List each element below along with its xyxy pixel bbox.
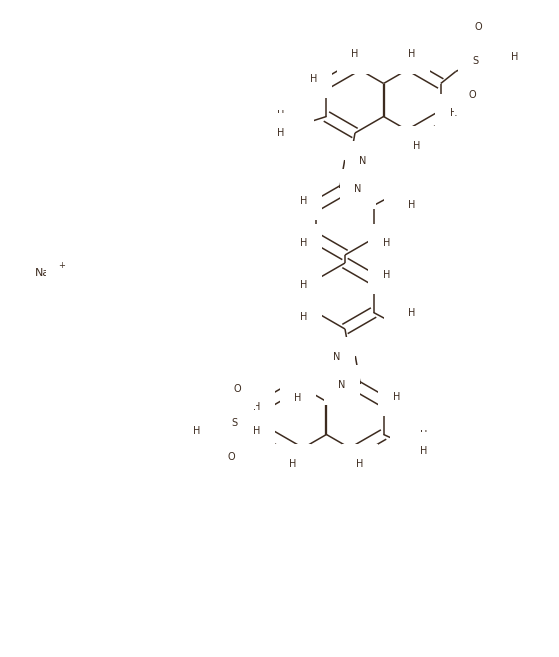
Text: O: O <box>475 22 482 32</box>
Text: S: S <box>473 57 479 66</box>
Text: N: N <box>405 440 413 449</box>
Text: H: H <box>415 319 422 328</box>
Text: H: H <box>294 393 301 403</box>
Text: H: H <box>415 189 422 200</box>
Text: H: H <box>351 49 359 59</box>
Text: H: H <box>253 401 260 411</box>
Text: N: N <box>292 120 299 129</box>
Text: C: C <box>398 323 405 332</box>
Text: N: N <box>338 380 345 390</box>
Text: S: S <box>231 419 238 428</box>
Text: O: O <box>234 384 241 394</box>
Text: H: H <box>420 447 427 457</box>
Text: H: H <box>408 307 415 317</box>
Text: O: O <box>228 453 235 463</box>
Text: H: H <box>356 459 364 469</box>
Text: H: H <box>193 426 200 436</box>
Text: H: H <box>408 200 415 210</box>
Text: +: + <box>59 260 65 269</box>
Text: H: H <box>511 51 518 62</box>
Text: N: N <box>333 352 340 362</box>
Text: H: H <box>253 426 260 436</box>
Text: H: H <box>393 392 400 401</box>
Text: H: H <box>300 238 307 248</box>
Text: H: H <box>300 196 307 206</box>
Text: H: H <box>414 141 421 151</box>
Text: H: H <box>383 269 390 279</box>
Text: Na: Na <box>34 268 50 278</box>
Text: H: H <box>277 127 284 137</box>
Text: O: O <box>206 419 213 428</box>
Text: C: C <box>398 185 405 196</box>
Text: H: H <box>412 177 419 187</box>
Text: N: N <box>354 184 362 194</box>
Text: H: H <box>420 430 427 440</box>
Text: H: H <box>300 313 307 323</box>
Text: O: O <box>469 91 477 101</box>
Text: H: H <box>277 110 284 120</box>
Text: H: H <box>383 238 390 248</box>
Text: H: H <box>450 108 457 118</box>
Text: O: O <box>497 57 505 66</box>
Text: H: H <box>289 459 296 469</box>
Text: N: N <box>359 156 367 166</box>
Text: H: H <box>409 49 416 59</box>
Text: H: H <box>300 279 307 290</box>
Text: H: H <box>310 74 317 83</box>
Text: H: H <box>412 330 419 340</box>
